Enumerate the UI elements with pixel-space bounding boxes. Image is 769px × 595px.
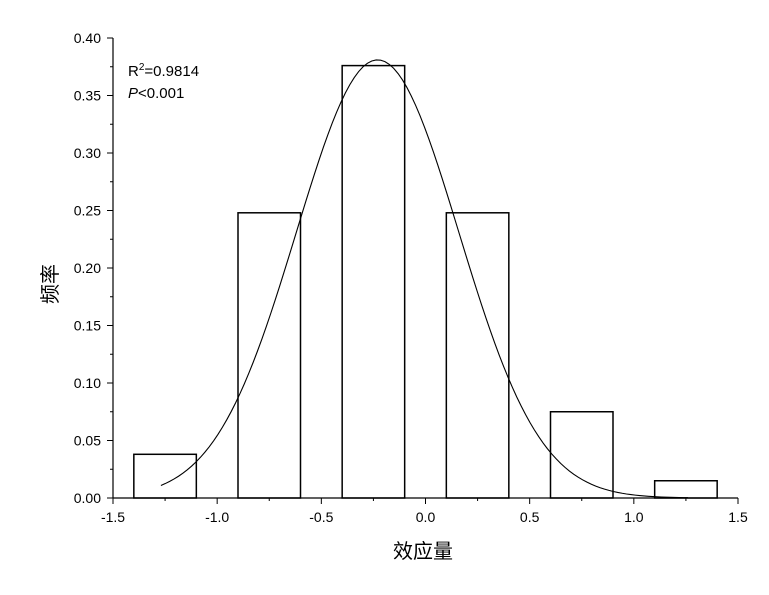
histogram-bar — [237, 212, 302, 499]
y-axis-title: 频率 — [38, 264, 62, 304]
y-tick-label: 0.20 — [74, 260, 101, 276]
histogram-bar — [341, 64, 406, 499]
y-tick-label: 0.35 — [74, 88, 101, 104]
x-tick-label: 1.0 — [624, 509, 644, 525]
bars-layer — [133, 64, 718, 499]
x-tick-label: -0.5 — [309, 509, 333, 525]
y-tick-label: 0.10 — [74, 375, 101, 391]
y-tick-label: 0.25 — [74, 203, 101, 219]
p-value: <0.001 — [138, 85, 184, 102]
x-tick-label: 1.5 — [728, 509, 748, 525]
x-axis-title: 效应量 — [393, 539, 453, 563]
ticks-layer: -1.5 -1.0 -0.5 0.0 0.5 1.0 1.5 0.00 0.05 0.10 0.15… — [74, 30, 748, 525]
y-tick-label: 0.30 — [74, 145, 101, 161]
x-tick-label: -1.0 — [205, 509, 229, 525]
p-label: P — [128, 85, 138, 102]
histogram-bar — [133, 453, 198, 499]
histogram-bar — [549, 411, 614, 499]
p-value-text: P<0.001 — [128, 85, 184, 102]
r-squared-text: R2=0.9814 — [128, 62, 199, 80]
r-superscript: 2 — [139, 62, 145, 73]
histogram-bar — [445, 212, 510, 499]
stats-annotation: R2=0.9814 P<0.001 — [128, 62, 199, 102]
y-tick-label: 0.00 — [74, 490, 101, 506]
y-tick-label: 0.40 — [74, 30, 101, 46]
x-tick-label: 0.5 — [520, 509, 540, 525]
histogram-bar — [653, 480, 718, 499]
x-tick-label: -1.5 — [101, 509, 125, 525]
fit-curve-line — [160, 59, 689, 499]
y-tick-label: 0.05 — [74, 433, 101, 449]
y-tick-label: 0.15 — [74, 318, 101, 334]
axes-layer — [112, 38, 738, 499]
x-tick-label: 0.0 — [416, 509, 436, 525]
r-value: =0.9814 — [144, 63, 199, 80]
r-label: R — [128, 63, 139, 80]
